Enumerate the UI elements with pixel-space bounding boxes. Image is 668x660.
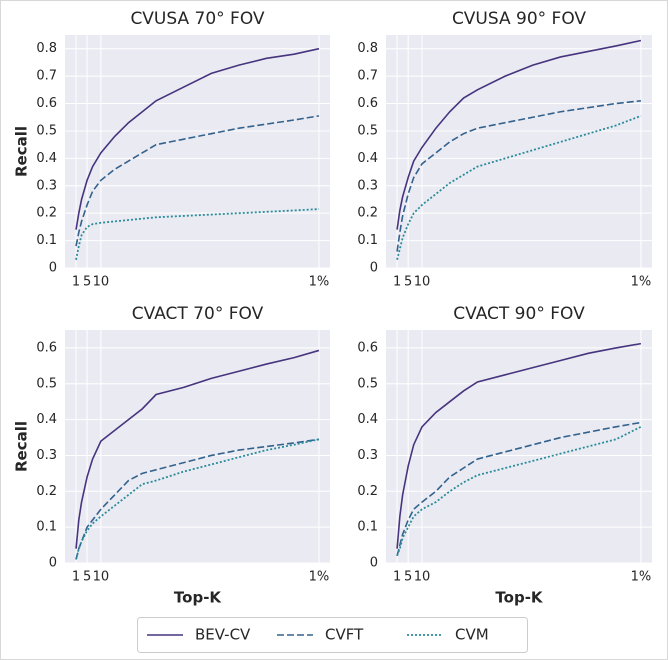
- legend-box: [137, 617, 528, 653]
- x-tick-label: 10: [414, 275, 431, 290]
- y-tick-label: 0.2: [36, 206, 57, 221]
- x-tick-label: 1: [72, 570, 80, 585]
- y-tick-label: 0.4: [357, 151, 378, 166]
- x-tick-label: 1: [72, 275, 80, 290]
- series-line: [396, 99, 642, 252]
- y-axis-label: Recall: [13, 126, 31, 177]
- chart-title: CVACT 90° FOV: [453, 304, 585, 324]
- y-tick-label: 0.1: [36, 233, 57, 248]
- y-tick-label: 0.4: [36, 151, 57, 166]
- y-axis-label: Recall: [13, 421, 31, 472]
- legend-label: CVM: [455, 626, 489, 644]
- y-tick-label: 0.3: [357, 448, 378, 463]
- series-line: [396, 115, 642, 261]
- x-tick-label: 1%: [309, 275, 330, 290]
- y-tick-label: 0.1: [357, 233, 378, 248]
- x-tick-label: 5: [83, 570, 91, 585]
- y-tick-label: 0.6: [357, 96, 378, 111]
- x-tick-label: 5: [404, 275, 412, 290]
- y-tick-label: 0.2: [36, 484, 57, 499]
- x-tick-label: 1: [393, 570, 401, 585]
- chart-title: CVACT 70° FOV: [132, 304, 264, 324]
- series-line: [75, 115, 320, 247]
- x-tick-label: 10: [93, 570, 110, 585]
- y-tick-label: 0.5: [357, 376, 378, 391]
- legend-label: BEV-CV: [195, 626, 251, 644]
- plot-area: [386, 35, 652, 268]
- plot-area: [65, 330, 330, 563]
- x-tick-label: 1: [393, 275, 401, 290]
- y-tick-label: 0.6: [357, 340, 378, 355]
- y-tick-label: 0.8: [36, 41, 57, 56]
- y-tick-label: 0.4: [357, 412, 378, 427]
- y-tick-label: 0: [370, 261, 378, 276]
- x-tick-label: 10: [93, 275, 110, 290]
- series-line: [75, 208, 320, 260]
- y-tick-label: 0.2: [357, 206, 378, 221]
- y-tick-label: 0.7: [357, 69, 378, 84]
- series-line: [75, 47, 320, 230]
- x-axis-label: Top-K: [495, 589, 544, 607]
- y-tick-label: 0.6: [36, 340, 57, 355]
- x-tick-label: 1%: [631, 570, 652, 585]
- series-line: [396, 425, 642, 557]
- series-line: [75, 438, 320, 560]
- y-tick-label: 0.7: [36, 69, 57, 84]
- y-tick-label: 0.3: [36, 178, 57, 193]
- x-axis-label: Top-K: [174, 589, 223, 607]
- legend-label: CVFT: [325, 626, 364, 644]
- y-tick-label: 0: [49, 556, 57, 571]
- y-tick-label: 0.3: [357, 178, 378, 193]
- y-tick-label: 0.2: [357, 484, 378, 499]
- y-tick-label: 0.1: [357, 520, 378, 535]
- plot-area: [386, 330, 652, 563]
- y-tick-label: 0.1: [36, 520, 57, 535]
- chart-title: CVUSA 70° FOV: [130, 9, 264, 29]
- series-line: [75, 349, 320, 549]
- series-line: [396, 421, 642, 557]
- series-line: [396, 39, 642, 230]
- x-tick-label: 1%: [631, 275, 652, 290]
- x-tick-label: 5: [83, 275, 91, 290]
- y-tick-label: 0: [370, 556, 378, 571]
- y-tick-label: 0.5: [36, 376, 57, 391]
- y-tick-label: 0.5: [36, 123, 57, 138]
- y-tick-label: 0: [49, 261, 57, 276]
- x-tick-label: 10: [414, 570, 431, 585]
- chart-title: CVUSA 90° FOV: [452, 9, 586, 29]
- x-tick-label: 1%: [309, 570, 330, 585]
- plot-area: [65, 35, 330, 268]
- y-tick-label: 0.5: [357, 123, 378, 138]
- x-tick-label: 5: [404, 570, 412, 585]
- y-tick-label: 0.4: [36, 412, 57, 427]
- series-line: [396, 342, 642, 549]
- y-tick-label: 0.3: [36, 448, 57, 463]
- y-tick-label: 0.6: [36, 96, 57, 111]
- series-line: [75, 438, 320, 560]
- y-tick-label: 0.8: [357, 41, 378, 56]
